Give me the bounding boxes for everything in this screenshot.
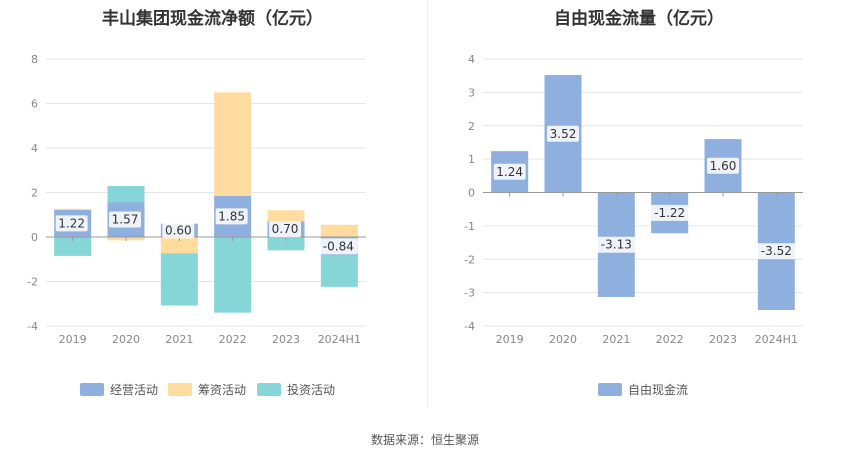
data-label: -0.84	[323, 239, 354, 253]
y-tick-label: 4	[31, 142, 38, 155]
data-label: -3.13	[601, 238, 632, 252]
x-tick-label: 2019	[59, 333, 87, 346]
data-label-bg	[650, 204, 690, 221]
chart-2: -4 -3 -2 -1 0 1 2 3 4 2019 2020 2021 2022 2023 2024H1 1…	[464, 53, 803, 397]
bar-筹资活动	[160, 237, 198, 254]
x-tick-label: 2020	[549, 333, 577, 346]
data-label-bg	[493, 163, 526, 180]
data-label: 1.85	[218, 209, 245, 223]
data-label: 1.60	[710, 159, 737, 173]
data-label-bg	[318, 238, 358, 255]
data-label: 1.22	[58, 216, 85, 230]
x-tick-label: 2023	[272, 333, 300, 346]
data-label: -3.52	[761, 244, 792, 258]
chart-divider	[427, 0, 428, 408]
y-tick-label: 8	[31, 53, 38, 66]
data-label: 0.70	[272, 222, 299, 236]
bar-投资活动	[107, 186, 145, 203]
y-tick-label: 4	[468, 53, 475, 66]
bar-筹资活动	[214, 92, 252, 196]
y-tick-label: 2	[468, 120, 475, 133]
data-label: 1.57	[112, 213, 139, 227]
y-tick-label: 3	[468, 86, 475, 99]
legend-label: 经营活动	[110, 383, 158, 397]
data-label-bg	[707, 157, 739, 174]
x-tick-label: 2021	[165, 333, 193, 346]
y-tick-label: -4	[27, 320, 38, 333]
data-label: 1.24	[496, 165, 523, 179]
x-tick-label: 2023	[709, 333, 737, 346]
legend-swatch	[80, 383, 104, 396]
bar-投资活动	[267, 237, 305, 251]
legend-label: 投资活动	[287, 382, 335, 397]
x-tick-label: 2019	[496, 333, 524, 346]
chart-1: -4 -2 0 2 4 6 8 2019 2020 2021 2022 2023 2024H1 1.22 1…	[27, 53, 366, 397]
x-tick-label: 2020	[112, 333, 140, 346]
bar-筹资活动	[267, 210, 305, 222]
x-tick-label: 2022	[219, 333, 247, 346]
y-tick-label: -2	[27, 276, 38, 289]
y-tick-label: 1	[468, 153, 475, 166]
data-label: 3.52	[550, 127, 577, 141]
bar-投资活动	[320, 255, 358, 287]
y-tick-label: -1	[464, 220, 475, 233]
legend-swatch	[598, 383, 622, 396]
data-label-bg	[215, 208, 248, 225]
data-label-bg	[55, 215, 88, 232]
x-tick-label: 2024H1	[318, 333, 361, 346]
x-tick-label: 2024H1	[755, 333, 798, 346]
bar-投资活动	[54, 237, 92, 256]
data-label-bg	[269, 221, 301, 238]
bar-筹资活动	[320, 224, 358, 237]
legend-swatch	[168, 383, 192, 396]
data-label-bg	[547, 125, 579, 142]
data-label-bg	[756, 243, 796, 260]
legend-label: 筹资活动	[198, 383, 246, 397]
data-label: 0.60	[165, 223, 192, 237]
data-label-bg	[162, 222, 195, 239]
data-source: 数据来源：恒生聚源	[370, 433, 479, 447]
y-tick-label: -3	[464, 287, 475, 300]
y-tick-label: 0	[468, 187, 475, 200]
y-tick-label: 6	[31, 98, 38, 111]
y-tick-label: -2	[464, 253, 475, 266]
left-chart-title: 丰山集团现金流净额（亿元）	[102, 9, 323, 29]
right-chart-title: 自由现金流量（亿元）	[554, 9, 724, 29]
data-label: -1.22	[654, 206, 685, 220]
bar-筹资活动	[54, 208, 92, 210]
y-tick-label: -4	[464, 320, 475, 333]
data-label-bg	[596, 236, 636, 253]
y-tick-label: 0	[31, 231, 38, 244]
legend-swatch	[257, 383, 281, 396]
legend-label: 自由现金流	[628, 382, 688, 397]
x-tick-label: 2021	[602, 333, 630, 346]
y-tick-label: 2	[31, 187, 38, 200]
x-tick-label: 2022	[656, 333, 684, 346]
bar-投资活动	[160, 253, 198, 306]
bar-投资活动	[214, 237, 252, 313]
data-label-bg	[109, 211, 141, 228]
